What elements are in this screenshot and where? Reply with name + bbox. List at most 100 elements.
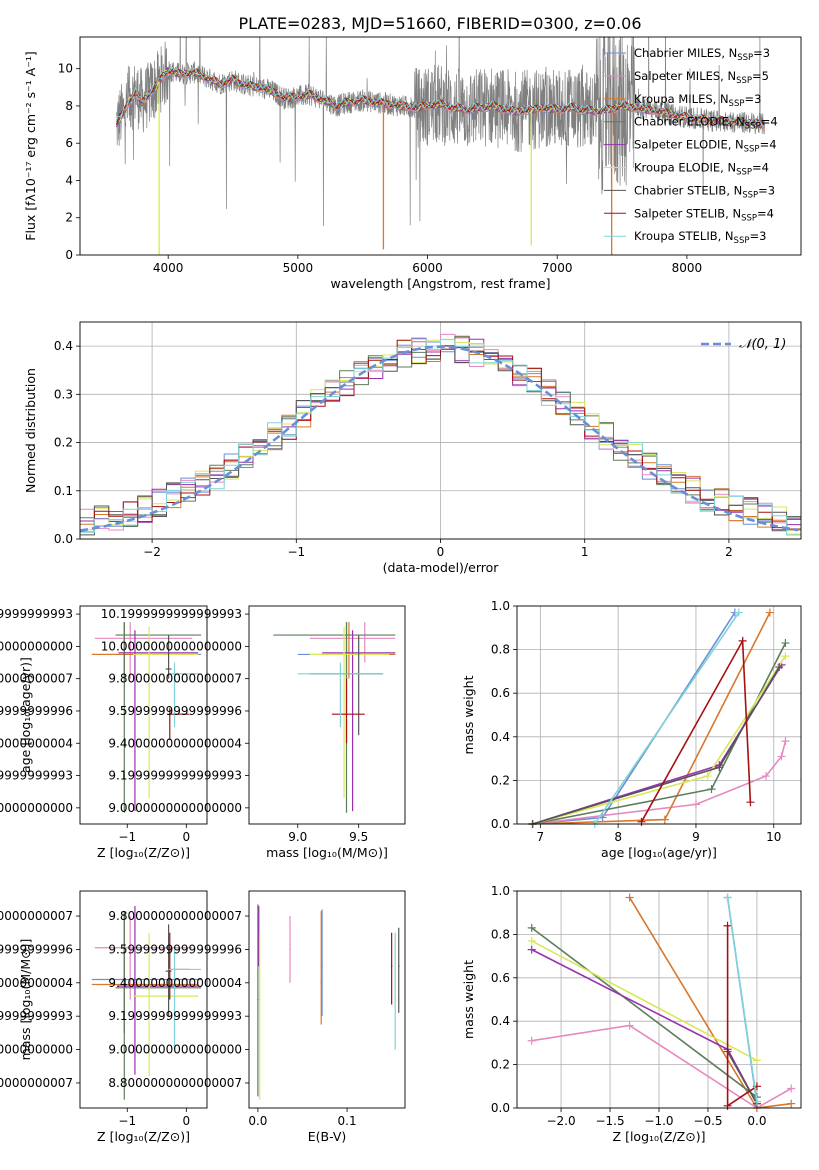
weight-marker	[723, 893, 732, 902]
figure-title: PLATE=0283, MJD=51660, FIBERID=0300, z=0…	[238, 14, 641, 33]
y-tick-label: 2	[65, 211, 73, 225]
y-tick-label: 4	[65, 173, 73, 187]
x-tick-label: 10	[766, 830, 781, 844]
weight-marker	[765, 608, 774, 617]
legend-eq: =4	[752, 161, 769, 175]
x-tick-label: 5000	[283, 261, 314, 275]
gaussian-legend-label: 𝒩(0, 1)	[739, 337, 786, 352]
y-tick-label: 9.5999999999999996	[108, 942, 242, 956]
spectrum-plot-area	[115, 37, 765, 255]
data-point	[129, 946, 132, 949]
data-point	[289, 948, 291, 951]
weight-marker	[734, 608, 743, 617]
weight-marker	[723, 921, 732, 930]
weight-line-chabrier-elodie	[531, 927, 758, 1098]
data-point	[167, 970, 170, 972]
legend-sub: SSP	[736, 76, 752, 86]
y-axis-label: Normed distribution	[23, 368, 38, 493]
y-tick-label: 0.4	[491, 1014, 510, 1028]
weight-marker	[703, 772, 712, 781]
legend-eq: =4	[757, 206, 774, 220]
model-salpeter-stelib	[115, 68, 765, 127]
axes-frame	[248, 890, 406, 1109]
weight-marker	[625, 1021, 634, 1030]
x-tick-label: −1	[287, 545, 305, 559]
x-axis-label: age [log₁₀(age/yr)]	[601, 845, 717, 860]
axes-frame	[79, 36, 802, 256]
legend-eq: =3	[749, 229, 766, 243]
y-tick-label: 9.0000000000000000	[108, 1043, 242, 1057]
axes-frame	[79, 605, 208, 825]
weight-marker	[707, 785, 716, 794]
legend-eq: =5	[752, 69, 769, 83]
y-tick-label: 0.8	[491, 927, 510, 941]
weight-marker	[787, 1084, 796, 1093]
data-point	[148, 995, 150, 997]
y-tick-label: 10.1999999999999993	[0, 607, 73, 621]
y-tick-label: 10	[58, 62, 73, 76]
weight-marker	[527, 936, 536, 945]
y-tick-label: 10.1999999999999993	[101, 607, 242, 621]
weight-marker	[781, 639, 790, 648]
legend-eq: =3	[758, 183, 775, 197]
y-tick-label: 9.4000000000000004	[0, 736, 73, 750]
legend-label: Kroupa STELIB, NSSP=3	[634, 229, 766, 246]
weight-line-kroupa-miles	[628, 897, 792, 1109]
y-tick-label: 9.8000000000000007	[108, 909, 242, 923]
data-point	[390, 965, 393, 967]
data-point	[257, 998, 259, 1001]
weight-marker	[527, 1036, 536, 1045]
data-point	[397, 965, 400, 967]
x-axis-label: E(B-V)	[308, 1129, 347, 1144]
y-tick-label: 9.4000000000000004	[108, 976, 242, 990]
y-tick-label: 0.2	[54, 436, 73, 450]
data-point	[123, 987, 126, 989]
spectrum-legend: Chabrier MILES, NSSP=3 Salpeter MILES, NS…	[604, 46, 778, 246]
data-point	[123, 634, 126, 636]
x-tick-label: 0.1	[338, 1114, 357, 1128]
weight-marker	[761, 772, 770, 781]
legend-eq: =4	[760, 138, 777, 152]
y-tick-label: 9.1999999999999993	[108, 769, 242, 783]
legend-label: Chabrier MILES, NSSP=3	[634, 46, 770, 63]
legend-sub: SSP	[729, 99, 745, 109]
weight-line-chabrier-stelib	[726, 1051, 758, 1105]
histogram-kroupa-stelib	[80, 338, 801, 536]
legend-eq: =3	[753, 46, 770, 60]
x-tick-label: 7000	[542, 261, 573, 275]
y-tick-label: 9.0000000000000000	[0, 1043, 73, 1057]
y-tick-label: 9.8000000000000007	[108, 672, 242, 686]
weight-line-kroupa-stelib	[726, 897, 758, 1102]
y-tick-label: 0.2	[491, 773, 510, 787]
weight-vs-age-plot-area	[528, 608, 790, 828]
y-tick-label: 9.5999999999999996	[0, 704, 73, 718]
axes-frame	[248, 605, 406, 825]
y-tick-label: 9.4000000000000004	[108, 736, 242, 750]
x-tick-label: 7	[537, 830, 545, 844]
x-tick-label: 8000	[672, 261, 703, 275]
weight-marker	[752, 1056, 761, 1065]
x-tick-label: 0.0	[747, 1114, 766, 1128]
spectrum-panel: 4000 5000 6000 7000 8000 0 2 4 6 8 10 wavelength [A…	[23, 36, 802, 291]
y-tick-label: 9.1999999999999993	[108, 1009, 242, 1023]
y-tick-label: 9.8000000000000007	[0, 672, 73, 686]
axes-frame	[79, 890, 208, 1109]
x-axis-label: wavelength [Angstrom, rest frame]	[330, 276, 550, 291]
model-chabrier-elodie	[116, 67, 765, 129]
weight-line-kroupa-stelib	[594, 612, 740, 825]
weight-marker	[752, 1097, 761, 1106]
x-tick-label: −1	[118, 830, 136, 844]
weight-marker	[715, 763, 724, 772]
legend-sub: SSP	[741, 213, 757, 223]
legend-eq: =3	[744, 92, 761, 106]
y-axis-label: mass weight	[461, 675, 476, 754]
weight-vs-Z-panel: −2.0 −1.5 −1.0 −0.5 0.0 0.0 0.2 0.4 0.6 0.8 1.0 Z […	[461, 884, 802, 1144]
x-tick-label: 4000	[153, 261, 184, 275]
x-tick-label: −0.5	[693, 1114, 722, 1128]
legend-sub: SSP	[736, 168, 752, 178]
y-tick-label: 0.4	[491, 730, 510, 744]
y-axis-label: mass [log₁₀(M/M⊙)]	[18, 939, 33, 1061]
age-vs-mass-panel: 9.0 9.5 9.0000000000000000 9.19999999999999…	[101, 605, 406, 860]
